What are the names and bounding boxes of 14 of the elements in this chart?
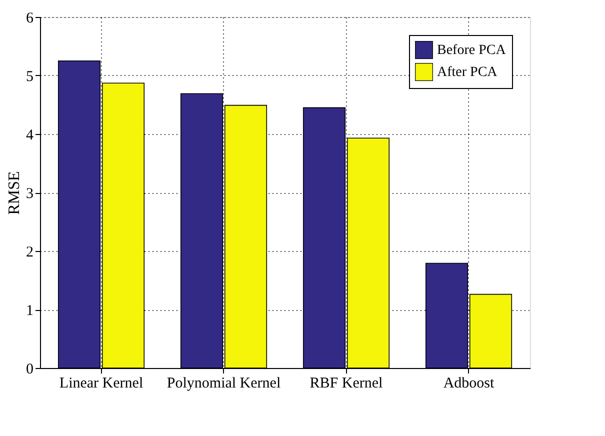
y-axis-title: RMSE bbox=[6, 171, 23, 215]
y-tick-label: 1 bbox=[26, 303, 34, 319]
y-tick-label: 6 bbox=[26, 10, 34, 26]
y-tick-label: 4 bbox=[26, 128, 34, 144]
x-tick-label: RBF Kernel bbox=[310, 376, 383, 392]
y-tick-label: 5 bbox=[26, 69, 34, 85]
x-tick-label: Polynomial Kernel bbox=[166, 376, 281, 392]
legend-label: After PCA bbox=[437, 65, 498, 80]
y-tick-label: 2 bbox=[26, 244, 34, 260]
x-tick-label: Linear Kernel bbox=[59, 376, 144, 392]
y-tick-label: 3 bbox=[26, 186, 34, 202]
legend-label: Before PCA bbox=[437, 43, 507, 58]
y-tick-label: 0 bbox=[26, 362, 34, 378]
x-tick-label: Adboost bbox=[443, 376, 495, 392]
